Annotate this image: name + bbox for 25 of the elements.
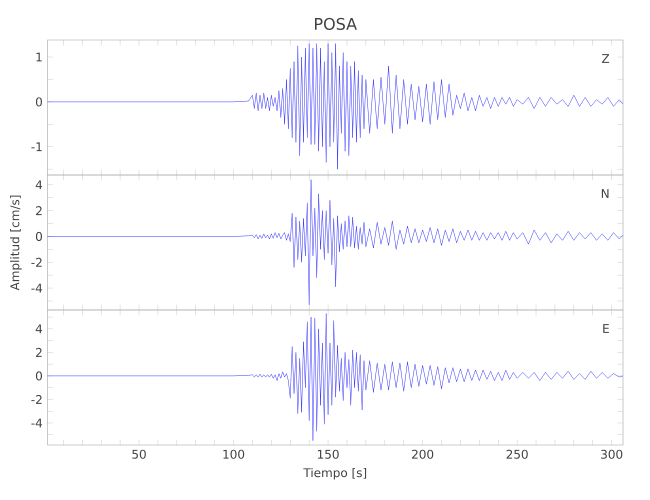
y-tick-label: 0 bbox=[36, 371, 42, 380]
x-tick-label: 250 bbox=[506, 450, 528, 459]
x-tick-label: 50 bbox=[132, 450, 146, 459]
chart-title: POSA bbox=[315, 18, 357, 30]
y-tick-label: -1 bbox=[31, 142, 42, 152]
y-tick-label: -2 bbox=[31, 258, 42, 267]
y-axis-title: Amplitud [cm/s] bbox=[10, 196, 22, 290]
y-tick-label: 1 bbox=[36, 52, 42, 62]
x-tick-label: 100 bbox=[223, 450, 244, 459]
y-tick-label: 2 bbox=[36, 206, 42, 216]
y-tick-label: -4 bbox=[31, 284, 42, 292]
y-tick-label: 0 bbox=[36, 97, 42, 106]
annotation: N bbox=[602, 189, 608, 198]
x-axis-title: Tiempo [s] bbox=[303, 468, 366, 480]
y-tick-label: 4 bbox=[36, 180, 42, 190]
x-tick-label: 200 bbox=[412, 450, 434, 459]
y-tick-label: -2 bbox=[31, 395, 42, 404]
y-tick-label: 0 bbox=[36, 232, 42, 241]
x-tick-label: 150 bbox=[318, 450, 339, 459]
y-tick-label: -4 bbox=[31, 418, 42, 428]
x-tick-label: 300 bbox=[601, 450, 622, 459]
annotation: E bbox=[603, 324, 609, 333]
y-tick-label: 2 bbox=[36, 348, 42, 357]
y-tick-label: 4 bbox=[36, 324, 42, 334]
annotation: Z bbox=[602, 54, 610, 63]
